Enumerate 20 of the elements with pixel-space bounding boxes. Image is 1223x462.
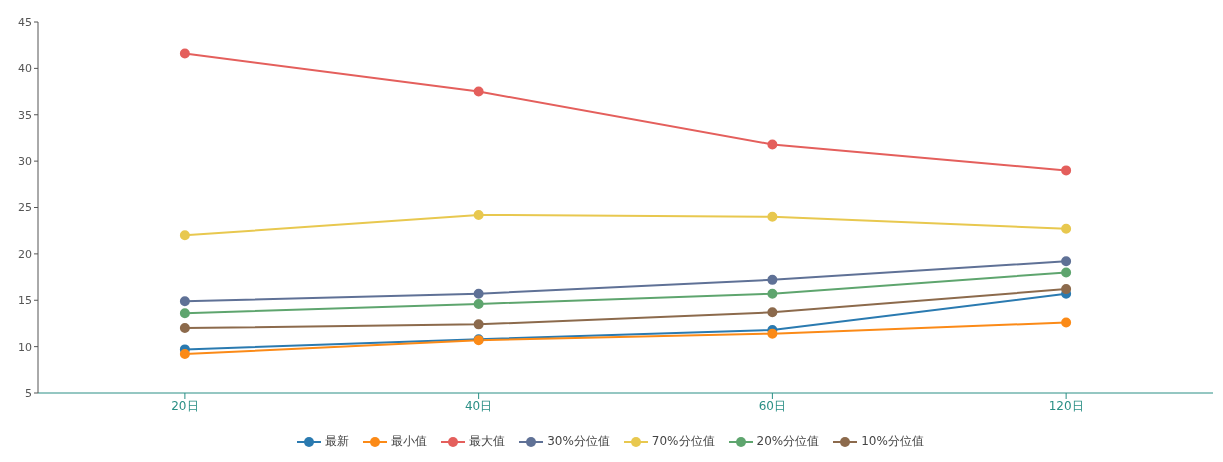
legend-label: 30%分位值 [547,433,610,450]
y-tick-label: 15 [18,294,32,308]
legend-label: 70%分位值 [651,433,715,450]
y-tick-label: 30 [18,155,32,169]
y-tick-label: 5 [25,386,32,400]
x-tick-label: 40日 [464,398,493,413]
x-tick-label: 20日 [171,398,199,413]
y-tick-label: 40 [18,62,32,76]
legend-label: 10%分位值 [861,433,924,450]
y-tick-label: 10 [18,340,32,354]
legend-label: 最新 [325,433,350,450]
y-tick-label: 45 [18,15,32,29]
y-tick-label: 25 [18,201,32,215]
legend-label: 最小值 [391,433,428,450]
y-tick-label: 35 [18,108,32,122]
legend-label: 20%分位值 [756,433,820,450]
x-tick-label: 120日 [1048,398,1084,413]
x-tick-label: 60日 [758,398,787,413]
legend-label: 最大值 [469,433,506,450]
y-tick-label: 20 [18,247,32,261]
